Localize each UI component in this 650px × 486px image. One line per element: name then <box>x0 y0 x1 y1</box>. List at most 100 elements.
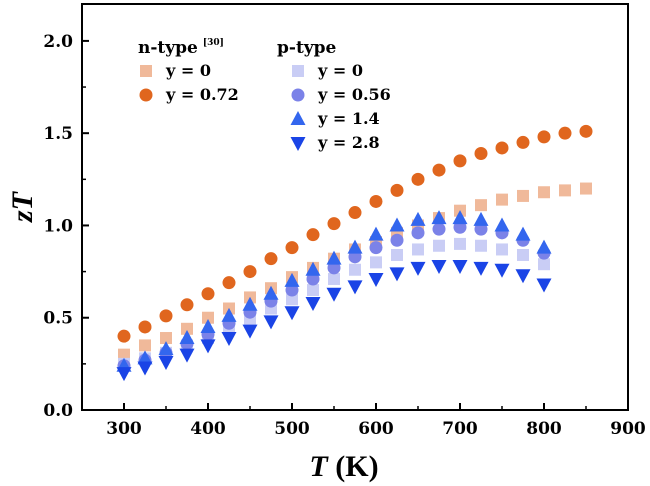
data-point <box>368 226 384 241</box>
y-tick-label: 0.5 <box>43 309 73 329</box>
data-point <box>138 320 152 334</box>
data-point <box>160 332 172 345</box>
y-tick-label: 0.0 <box>43 401 73 421</box>
data-point <box>390 183 404 197</box>
data-point <box>538 258 550 271</box>
data-point <box>538 186 550 199</box>
data-point <box>202 311 214 324</box>
data-point <box>200 318 216 333</box>
data-point <box>410 261 426 276</box>
data-point <box>284 272 300 287</box>
data-point <box>515 269 531 284</box>
data-point <box>412 243 424 256</box>
x-axis-title: T (K) <box>309 450 378 483</box>
data-point <box>390 233 404 247</box>
legend-label: y = 0 <box>165 61 211 80</box>
data-point <box>517 248 529 261</box>
data-point <box>348 206 362 220</box>
legend-group-n-type-title: n-type <box>138 38 198 58</box>
data-point <box>558 126 572 140</box>
x-tick-label: 700 <box>442 419 478 439</box>
y-tick-label: 1.5 <box>43 124 73 144</box>
data-point <box>307 284 319 297</box>
data-point <box>580 182 592 195</box>
data-point <box>368 272 384 287</box>
data-point <box>327 217 341 231</box>
data-point <box>159 309 173 323</box>
data-point <box>179 330 195 345</box>
data-point <box>517 189 529 202</box>
data-point <box>116 367 132 382</box>
data-point <box>264 252 278 266</box>
data-point <box>369 194 383 208</box>
data-point <box>452 210 468 225</box>
data-point <box>242 296 258 311</box>
plot-frame <box>81 3 629 411</box>
data-point <box>536 239 552 254</box>
data-point <box>347 239 363 254</box>
data-point <box>200 339 216 354</box>
data-point <box>137 350 153 365</box>
legend-group-n-type: n-type [30] <box>138 38 224 58</box>
data-point <box>474 146 488 160</box>
data-point <box>284 306 300 321</box>
legend: n-type [30] p-type y = 0 y = 0.72 y = 0 y = … <box>138 38 391 152</box>
x-tick-label: 400 <box>190 419 226 439</box>
data-point <box>537 130 551 144</box>
data-point <box>411 172 425 186</box>
data-point <box>494 217 510 232</box>
data-point <box>453 154 467 168</box>
legend-item: y = 1.4 <box>290 109 380 128</box>
x-tick-label: 800 <box>526 419 562 439</box>
data-point <box>431 210 447 225</box>
legend-marker <box>291 88 305 102</box>
data-point <box>475 239 487 252</box>
data-point <box>559 184 571 197</box>
data-point <box>328 272 340 285</box>
data-point <box>263 285 279 300</box>
data-point <box>158 356 174 371</box>
data-point <box>579 124 593 138</box>
data-point <box>306 228 320 242</box>
data-point <box>433 239 445 252</box>
legend-marker <box>140 65 152 77</box>
data-point <box>432 222 446 236</box>
legend-label: y = 0.72 <box>165 85 239 104</box>
data-point <box>369 241 383 255</box>
data-point <box>263 315 279 330</box>
data-point <box>494 263 510 278</box>
legend-group-p-type: p-type <box>277 38 337 58</box>
data-point <box>326 250 342 265</box>
axis-ticks: 300 400 500 600 700 800 900 0.0 0.5 1.0 1.5 2.0 <box>43 32 645 439</box>
data-point <box>475 199 487 212</box>
data-point <box>454 237 466 250</box>
data-point <box>326 287 342 302</box>
data-point <box>201 287 215 301</box>
x-tick-label: 600 <box>358 419 394 439</box>
legend-item: y = 0.56 <box>291 85 391 104</box>
series-1 <box>117 124 593 343</box>
legend-label: y = 2.8 <box>317 133 380 152</box>
data-point <box>410 211 426 226</box>
series-5 <box>116 260 552 382</box>
data-point <box>139 339 151 352</box>
data-point <box>496 243 508 256</box>
legend-label: y = 0 <box>317 61 363 80</box>
legend-label: y = 0.56 <box>317 85 391 104</box>
data-point <box>243 265 257 279</box>
data-point <box>431 260 447 275</box>
legend-item: y = 2.8 <box>290 133 380 152</box>
legend-item: y = 0.72 <box>139 85 239 104</box>
x-tick-label: 900 <box>610 419 646 439</box>
y-tick-label: 1.0 <box>43 216 73 236</box>
y-tick-label: 2.0 <box>43 32 73 52</box>
legend-group-p-type-title: p-type <box>277 38 337 58</box>
data-point <box>180 298 194 312</box>
data-point <box>473 261 489 276</box>
data-point <box>221 332 237 347</box>
data-point <box>347 280 363 295</box>
legend-marker <box>139 88 153 102</box>
data-point <box>349 263 361 276</box>
data-point <box>286 293 298 306</box>
